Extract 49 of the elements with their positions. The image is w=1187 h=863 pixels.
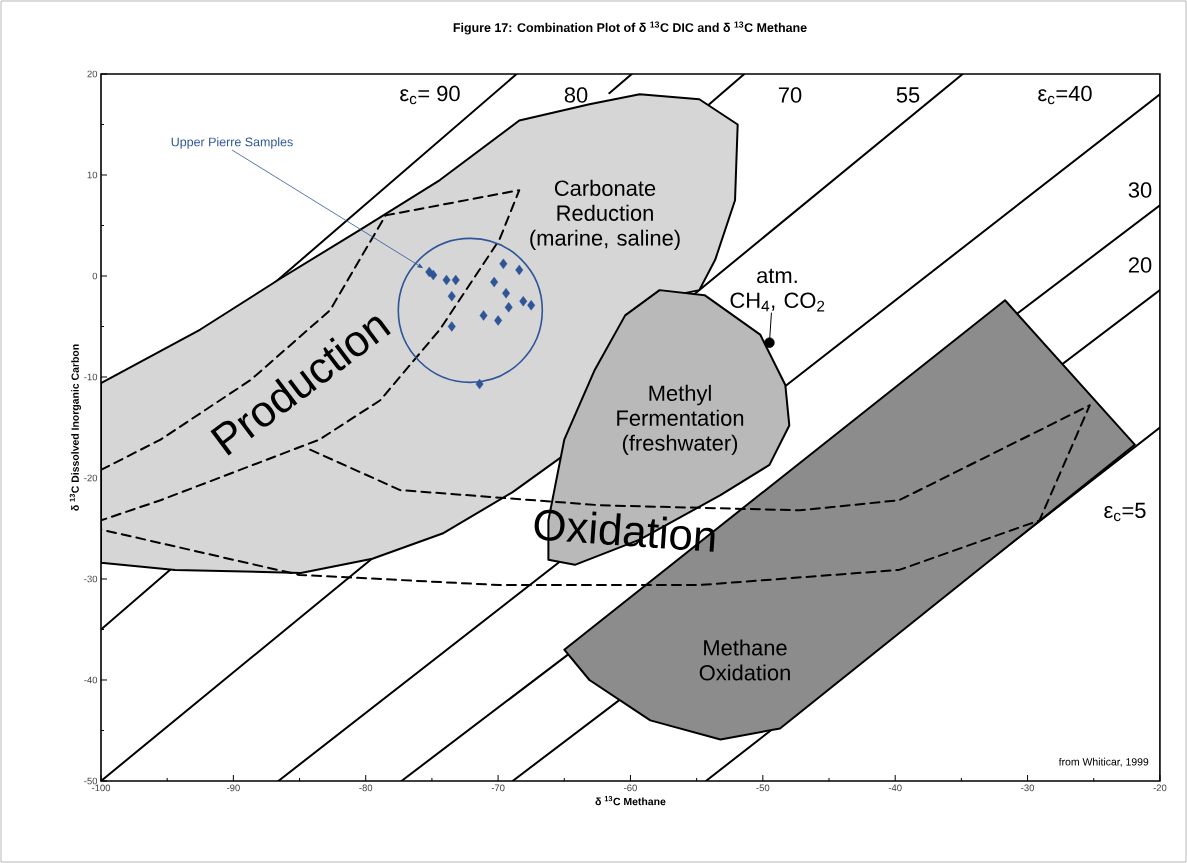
point <box>490 276 499 288</box>
x-tick-label: -100 <box>91 784 111 792</box>
y-tick-label: 0 <box>92 272 98 280</box>
y-tick-label: -10 <box>84 373 98 381</box>
chart-title: Figure 17: Combination Plot of δ $^{13}$C DIC and δ $^{13}$C Methane <box>453 21 807 35</box>
x-tick-label: -90 <box>226 784 240 792</box>
x-tick-label: -70 <box>491 784 505 792</box>
annotation: 55 <box>896 87 920 103</box>
y-tick-label: -50 <box>84 777 98 785</box>
annotation: 30 <box>1128 182 1152 198</box>
point <box>447 321 456 332</box>
annotation: Methane Oxidation <box>699 639 790 681</box>
x-tick-label: -60 <box>624 784 637 792</box>
annotation: Upper Pierre Samples <box>171 137 293 149</box>
point <box>429 269 438 281</box>
point <box>527 300 536 311</box>
y-axis-title: δ $^{13}$C Dissolved Inorganic Carbon <box>69 344 81 511</box>
annotation: ε$_{c}$=40 <box>1038 85 1092 105</box>
point <box>479 310 488 321</box>
y-tick-label: -40 <box>84 676 98 684</box>
point <box>475 378 484 390</box>
annotation: atm. CH$_{4}$, CO$_{2}$ <box>730 268 825 312</box>
y-tick-label: 10 <box>87 171 98 179</box>
point <box>519 296 528 307</box>
y-tick-label: -20 <box>84 474 98 482</box>
annotation: ε$_{c}$=5 <box>1104 502 1146 522</box>
annotation: from Whiticar, 1999 <box>1058 757 1149 767</box>
x-tick-label: -40 <box>888 784 902 792</box>
annotation: Methyl Fermentation (freshwater) <box>617 384 744 456</box>
annotation: ε$_{c}$= 90 <box>400 85 460 105</box>
x-tick-label: -20 <box>1153 784 1167 792</box>
point <box>515 264 524 276</box>
y-tick-label: -30 <box>84 575 98 583</box>
point <box>442 274 451 286</box>
x-tick-label: -30 <box>1021 784 1035 792</box>
y-tick-label: 20 <box>87 70 98 78</box>
annotation: 20 <box>1128 257 1152 273</box>
annotation: 70 <box>778 87 802 103</box>
x-axis-title: δ $^{13}$C Methane <box>595 796 666 806</box>
point <box>499 258 508 270</box>
x-tick-label: -50 <box>756 784 770 792</box>
point <box>504 302 513 313</box>
point <box>451 274 460 286</box>
annotation: 80 <box>564 87 588 103</box>
annotation: Oxidation <box>534 509 715 552</box>
x-tick-label: -80 <box>359 784 373 792</box>
point <box>447 290 456 302</box>
point <box>494 315 503 326</box>
annotation: Carbonate Reduction (marine, saline) <box>530 179 680 251</box>
